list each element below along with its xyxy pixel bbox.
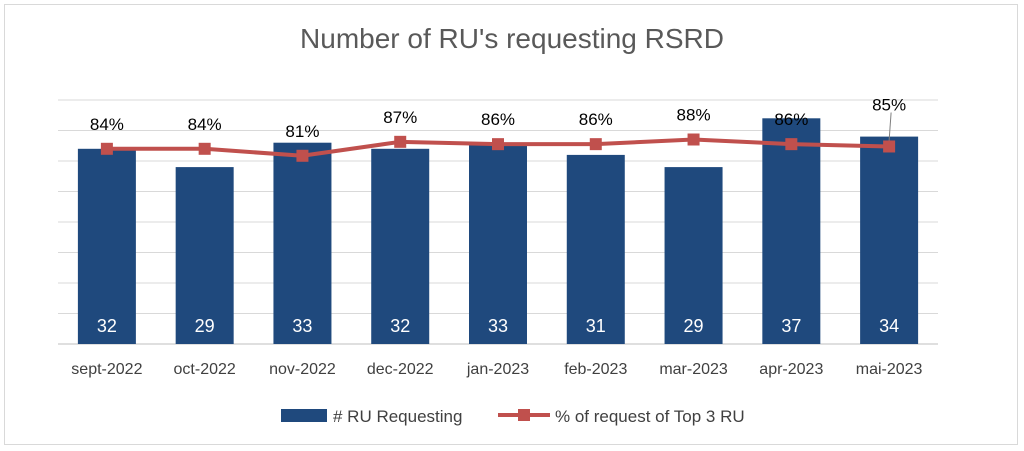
- category-label: sept-2022: [71, 361, 142, 378]
- line-value-label: 85%: [872, 95, 906, 114]
- line-value-label: 88%: [677, 106, 711, 125]
- category-label: mar-2023: [659, 361, 728, 378]
- line-marker-feb-2023: [589, 138, 602, 151]
- category-label: nov-2022: [269, 361, 336, 378]
- line-marker-jan-2023: [492, 138, 504, 151]
- line-value-label: 84%: [90, 115, 124, 134]
- bar-dec-2022: [371, 148, 430, 344]
- bar-nov-2022: [273, 142, 332, 344]
- line-marker-mai-2023: [883, 140, 896, 153]
- category-label: mai-2023: [856, 361, 923, 378]
- category-label: oct-2022: [174, 361, 236, 378]
- legend-label-bar: # RU Requesting: [333, 407, 462, 426]
- bar-value-label: 29: [195, 316, 215, 336]
- bar-mar-2023: [664, 167, 723, 344]
- line-value-label: 84%: [188, 115, 222, 134]
- line-marker-dec-2022: [394, 135, 407, 148]
- bar-value-label: 32: [97, 316, 117, 336]
- bar-value-label: 33: [292, 316, 312, 336]
- bar-value-label: 32: [390, 316, 410, 336]
- bar-value-label: 33: [488, 316, 508, 336]
- legend-swatch-bar: [281, 409, 327, 422]
- bar-value-label: 37: [781, 316, 801, 336]
- legend-swatch-marker: [518, 409, 530, 421]
- line-value-label: 81%: [285, 122, 319, 141]
- bar-feb-2023: [566, 154, 625, 344]
- category-axis-labels: sept-2022 oct-2022 nov-2022 dec-2022 jan-202…: [71, 361, 922, 378]
- category-label: jan-2023: [466, 361, 529, 378]
- category-label: apr-2023: [759, 361, 823, 378]
- line-marker-apr-2023: [785, 138, 798, 151]
- line-value-labels: 84% 84% 81% 87% 86% 86% 88% 86% 85%: [90, 95, 906, 140]
- bar-series: [77, 118, 919, 344]
- line-series: [100, 133, 896, 162]
- line-value-label: 86%: [579, 110, 613, 129]
- line-marker-oct-2022: [198, 142, 211, 155]
- legend: # RU Requesting % of request of Top 3 RU: [281, 407, 745, 426]
- bar-value-label: 34: [879, 316, 899, 336]
- line-marker-nov-2022: [296, 149, 309, 162]
- bar-sept-2022: [77, 148, 136, 344]
- bar-apr-2023: [762, 118, 821, 344]
- line-marker-mar-2023: [687, 133, 700, 146]
- label-leader-line: [888, 112, 892, 141]
- legend-label-line: % of request of Top 3 RU: [555, 407, 745, 426]
- line-marker-sept-2022: [100, 142, 113, 155]
- bar-jan-2023: [469, 142, 527, 344]
- bar-value-label: 29: [684, 316, 704, 336]
- bar-oct-2022: [175, 167, 234, 344]
- line-value-label: 86%: [481, 110, 515, 129]
- line-value-label: 86%: [774, 110, 808, 129]
- line-value-label: 87%: [383, 108, 417, 127]
- chart-title: Number of RU's requesting RSRD: [300, 23, 724, 54]
- bar-mai-2023: [860, 136, 919, 344]
- bar-value-label: 31: [586, 316, 606, 336]
- category-label: feb-2023: [564, 361, 627, 378]
- category-label: dec-2022: [367, 361, 434, 378]
- bar-value-labels: 32 29 33 32 33 31 29 37 34: [97, 316, 899, 336]
